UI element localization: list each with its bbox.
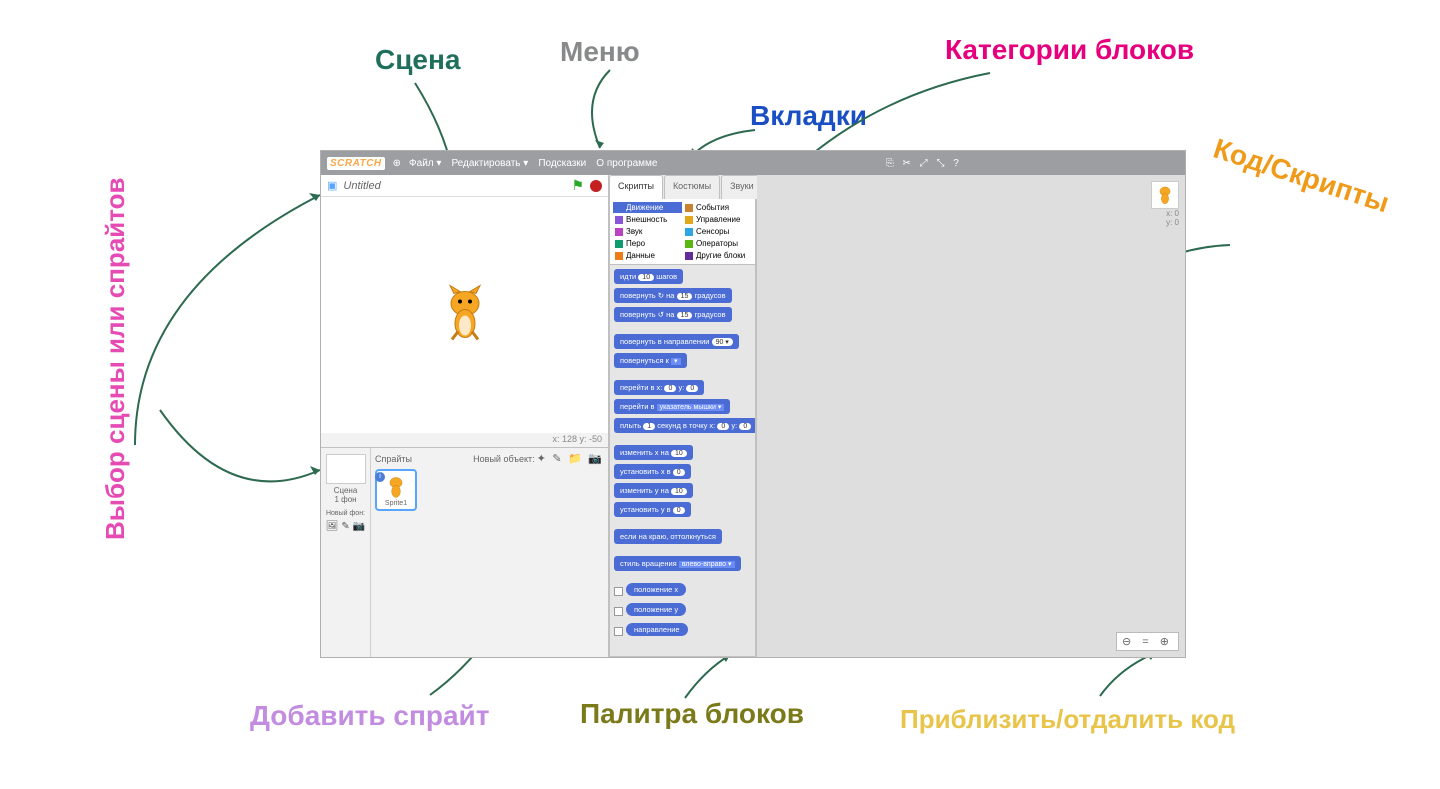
sprites-label: Спрайты xyxy=(375,454,473,464)
sprites-column: Спрайты Новый объект: ✦ ✎ 📁 📷 i xyxy=(371,448,608,657)
help-icon[interactable]: ? xyxy=(953,158,959,169)
block-turn-ccw[interactable]: повернуть ↺ на 15 градусов xyxy=(614,307,732,322)
stop-icon[interactable] xyxy=(590,180,602,192)
block-rot-style[interactable]: стиль вращения влево-вправо ▾ xyxy=(614,556,741,571)
arrow-sidebar xyxy=(125,190,335,460)
sprite1-name: Sprite1 xyxy=(385,500,407,507)
block-glide[interactable]: плыть 1 секунд в точку x: 0 y: 0 xyxy=(614,418,756,433)
sprite1-thumbnail[interactable]: i Sprite1 xyxy=(375,469,417,511)
block-palette: идти 10 шагов повернуть ↻ на 15 градусов… xyxy=(609,265,756,657)
category-Другие блоки[interactable]: Другие блоки xyxy=(683,250,752,261)
menu-items: Файл ▾ Редактировать ▾ Подсказки О прогр… xyxy=(409,158,657,169)
tabs: Скрипты Костюмы Звуки xyxy=(609,175,756,199)
block-set-x[interactable]: установить x в 0 xyxy=(614,464,691,479)
annot-addsprite: Добавить спрайт xyxy=(250,700,489,732)
category-Операторы[interactable]: Операторы xyxy=(683,238,752,249)
new-backdrop-label: Новый фон: xyxy=(325,510,366,517)
block-goto-xy[interactable]: перейти в x: 0 y: 0 xyxy=(614,380,704,395)
category-Звук[interactable]: Звук xyxy=(613,226,682,237)
tab-scripts[interactable]: Скрипты xyxy=(609,175,663,199)
chk-dir[interactable] xyxy=(614,627,623,636)
category-Внешность[interactable]: Внешность xyxy=(613,214,682,225)
menu-about[interactable]: О программе xyxy=(596,158,657,169)
block-set-y[interactable]: установить y в 0 xyxy=(614,502,691,517)
block-move[interactable]: идти 10 шагов xyxy=(614,269,683,284)
annot-menu: Меню xyxy=(560,36,640,68)
category-Перо[interactable]: Перо xyxy=(613,238,682,249)
sprite-paint-icon[interactable]: ✎ xyxy=(552,453,561,465)
arrow-palette xyxy=(675,650,745,705)
annot-code: Код/Скрипты xyxy=(1210,133,1393,220)
script-y: y: 0 xyxy=(1151,218,1179,227)
block-bounce[interactable]: если на краю, оттолкнуться xyxy=(614,529,722,544)
stage-label: Сцена xyxy=(325,486,366,495)
tab-costumes[interactable]: Костюмы xyxy=(664,175,720,199)
shrink-icon[interactable]: ⤡ xyxy=(936,158,944,169)
left-column: ▣ Untitled ⚑ xyxy=(321,175,609,657)
scratch-logo: SCRATCH xyxy=(327,157,385,170)
chk-y[interactable] xyxy=(614,607,623,616)
chk-x[interactable] xyxy=(614,587,623,596)
menu-edit[interactable]: Редактировать ▾ xyxy=(451,158,528,169)
sprite-upload-icon[interactable]: 📁 xyxy=(568,453,582,465)
stage-thumb-column: Сцена 1 фон Новый фон: 🖼 ✎ 📷 xyxy=(321,448,371,657)
stage-header: ▣ Untitled ⚑ xyxy=(321,175,608,197)
script-x: x: 0 xyxy=(1151,209,1179,218)
new-sprite-label: Новый объект: xyxy=(473,454,534,464)
sprite-pane: Сцена 1 фон Новый фон: 🖼 ✎ 📷 Спрайты Нов… xyxy=(321,447,608,657)
menu-file[interactable]: Файл ▾ xyxy=(409,158,441,169)
scripts-area[interactable]: x: 0 y: 0 ⊖ = ⊕ xyxy=(757,175,1185,657)
backdrop-camera-icon[interactable]: 📷 xyxy=(353,521,365,532)
sprite-info-icon[interactable]: i xyxy=(375,472,385,482)
stamp-icon[interactable]: ⎘ xyxy=(886,158,894,169)
sprite-on-stage[interactable] xyxy=(440,284,490,347)
annot-sidebar: Выбор сцены или спрайтов xyxy=(100,177,131,540)
annot-zoom: Приблизить/отдалить код xyxy=(900,704,1235,735)
category-События[interactable]: События xyxy=(683,202,752,213)
block-change-x[interactable]: изменить x на 10 xyxy=(614,445,693,460)
annot-scene: Сцена xyxy=(375,44,461,76)
menu-tips[interactable]: Подсказки xyxy=(538,158,586,169)
annot-tabs: Вкладки xyxy=(750,100,867,132)
stage-backdrop-count: 1 фон xyxy=(325,495,366,504)
block-categories: ДвижениеСобытияВнешностьУправлениеЗвукСе… xyxy=(609,199,756,265)
globe-icon[interactable]: ⊕ xyxy=(393,158,401,169)
scratch-editor: SCRATCH ⊕ Файл ▾ Редактировать ▾ Подсказ… xyxy=(320,150,1186,658)
category-Данные[interactable]: Данные xyxy=(613,250,682,261)
current-sprite-icon xyxy=(1151,181,1179,209)
block-goto[interactable]: перейти в указатель мышки ▾ xyxy=(614,399,730,414)
backdrop-library-icon[interactable]: 🖼 xyxy=(326,521,339,532)
reporter-x[interactable]: положение x xyxy=(626,583,686,596)
category-Управление[interactable]: Управление xyxy=(683,214,752,225)
zoom-controls[interactable]: ⊖ = ⊕ xyxy=(1116,632,1179,651)
stage[interactable] xyxy=(321,197,608,433)
sprite-camera-icon[interactable]: 📷 xyxy=(588,453,602,465)
green-flag-icon[interactable]: ⚑ xyxy=(571,177,584,194)
middle-column: Скрипты Костюмы Звуки ДвижениеСобытияВне… xyxy=(609,175,757,657)
grow-icon[interactable]: ⤢ xyxy=(920,158,928,169)
backdrop-paint-icon[interactable]: ✎ xyxy=(341,521,349,532)
script-header: x: 0 y: 0 xyxy=(1151,181,1179,227)
reporter-dir[interactable]: направление xyxy=(626,623,688,636)
category-Сенсоры[interactable]: Сенсоры xyxy=(683,226,752,237)
cut-icon[interactable]: ✂ xyxy=(902,158,910,169)
sprite-library-icon[interactable]: ✦ xyxy=(537,453,546,465)
view-mode-icon[interactable]: ▣ xyxy=(327,179,337,192)
stage-xy-readout: x: 128 y: -50 xyxy=(321,433,608,447)
arrow-menu xyxy=(560,60,660,160)
category-Движение[interactable]: Движение xyxy=(613,202,682,213)
menubar: SCRATCH ⊕ Файл ▾ Редактировать ▾ Подсказ… xyxy=(321,151,1185,175)
block-point-to[interactable]: повернуться к ▾ xyxy=(614,353,687,368)
arrow-sidebar2 xyxy=(150,380,330,495)
reporter-y[interactable]: положение y xyxy=(626,603,686,616)
block-change-y[interactable]: изменить y на 10 xyxy=(614,483,693,498)
block-point-dir[interactable]: повернуть в направлении 90 ▾ xyxy=(614,334,739,349)
stage-thumbnail[interactable] xyxy=(326,454,366,484)
menubar-tools: ⎘ ✂ ⤢ ⤡ ? xyxy=(883,158,962,169)
project-title[interactable]: Untitled xyxy=(343,180,565,192)
block-turn-cw[interactable]: повернуть ↻ на 15 градусов xyxy=(614,288,732,303)
annot-categories: Категории блоков xyxy=(945,34,1194,66)
annot-palette: Палитра блоков xyxy=(580,698,804,730)
